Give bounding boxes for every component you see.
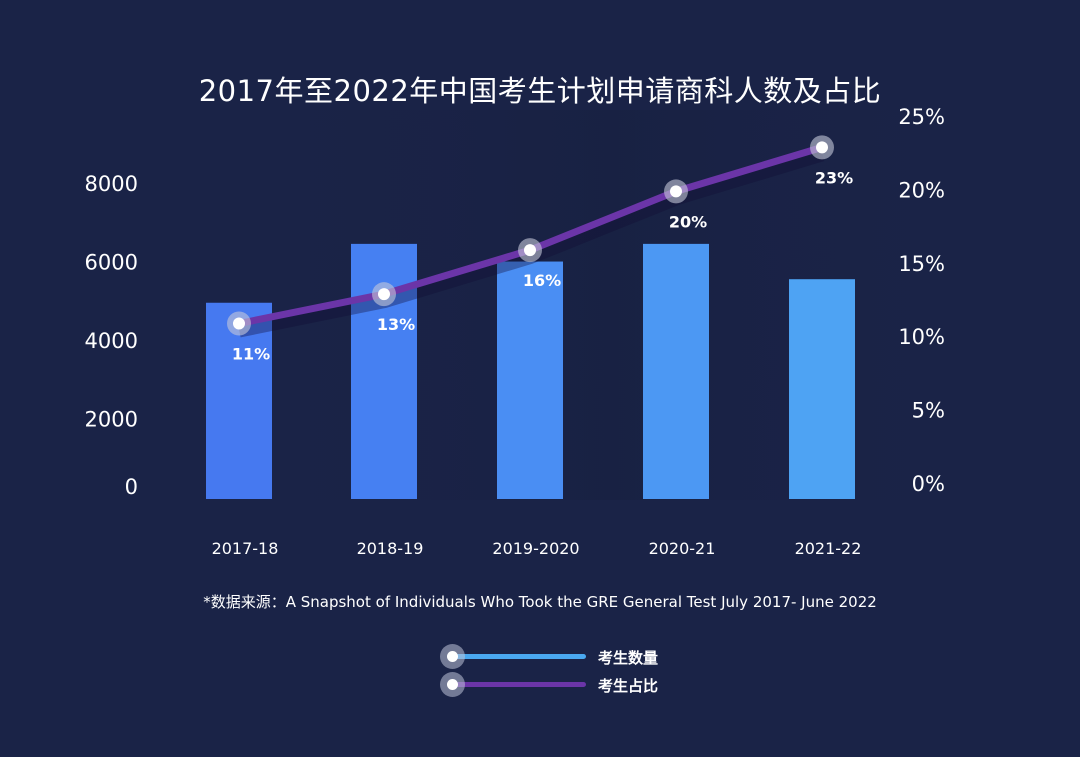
x-tick-label: 2021-22: [795, 539, 862, 558]
y-left-tick-label: 8000: [85, 172, 138, 196]
data-point: [816, 141, 828, 154]
x-tick-label: 2018-19: [357, 539, 424, 558]
legend: 考生数量 考生占比: [440, 643, 700, 699]
line-series: 11% 13% 16% 20% 23%: [227, 135, 853, 364]
y-left-tick-label: 6000: [85, 251, 138, 275]
y-left-tick-label: 2000: [85, 408, 138, 432]
chart-title: 2017年至2022年中国考生计划申请商科人数及占比: [198, 74, 882, 108]
legend-marker-icon: [440, 672, 465, 697]
bar: [351, 243, 417, 499]
y-right-tick-label: 10%: [898, 325, 945, 349]
data-label: 13%: [377, 315, 415, 334]
y-right-tick-label: 15%: [898, 252, 945, 276]
x-tick-label: 2017-18: [212, 539, 279, 558]
x-tick-label: 2020-21: [649, 539, 716, 558]
legend-label: 考生占比: [598, 677, 659, 695]
bar: [789, 279, 855, 499]
bar: [643, 243, 709, 499]
x-axis: 2017-18 2018-19 2019-2020 2020-21 2021-22: [212, 539, 862, 558]
data-point: [233, 317, 245, 330]
legend-item-count: 考生数量: [440, 643, 700, 671]
y-right-tick-label: 5%: [912, 399, 945, 423]
plot-background: [180, 110, 1040, 500]
data-label: 23%: [815, 168, 853, 187]
x-tick-label: 2019-2020: [492, 539, 579, 558]
legend-line-swatch: [452, 654, 586, 659]
data-point: [670, 185, 682, 198]
source-note: *数据来源：A Snapshot of Individuals Who Took…: [203, 593, 877, 611]
y-right-tick-label: 25%: [898, 105, 945, 129]
data-label: 11%: [232, 345, 270, 364]
legend-label: 考生数量: [598, 649, 659, 667]
bar: [497, 261, 563, 499]
legend-marker-icon: [440, 644, 465, 669]
y-right-tick-label: 20%: [898, 178, 945, 202]
left-axis: 0 2000 4000 6000 8000: [85, 172, 138, 499]
chart-canvas: 0 2000 4000 6000 8000 0% 5% 10% 15% 20% 25% 11% 13…: [85, 105, 1040, 558]
data-label: 20%: [669, 212, 707, 231]
y-right-tick-label: 0%: [912, 472, 945, 496]
legend-line-swatch: [452, 682, 586, 687]
legend-item-share: 考生占比: [440, 671, 700, 699]
y-left-tick-label: 4000: [85, 329, 138, 353]
y-left-tick-label: 0: [125, 475, 138, 499]
right-axis: 0% 5% 10% 15% 20% 25%: [898, 105, 945, 496]
data-label: 16%: [523, 271, 561, 290]
data-point: [378, 288, 390, 301]
data-point: [524, 244, 536, 257]
